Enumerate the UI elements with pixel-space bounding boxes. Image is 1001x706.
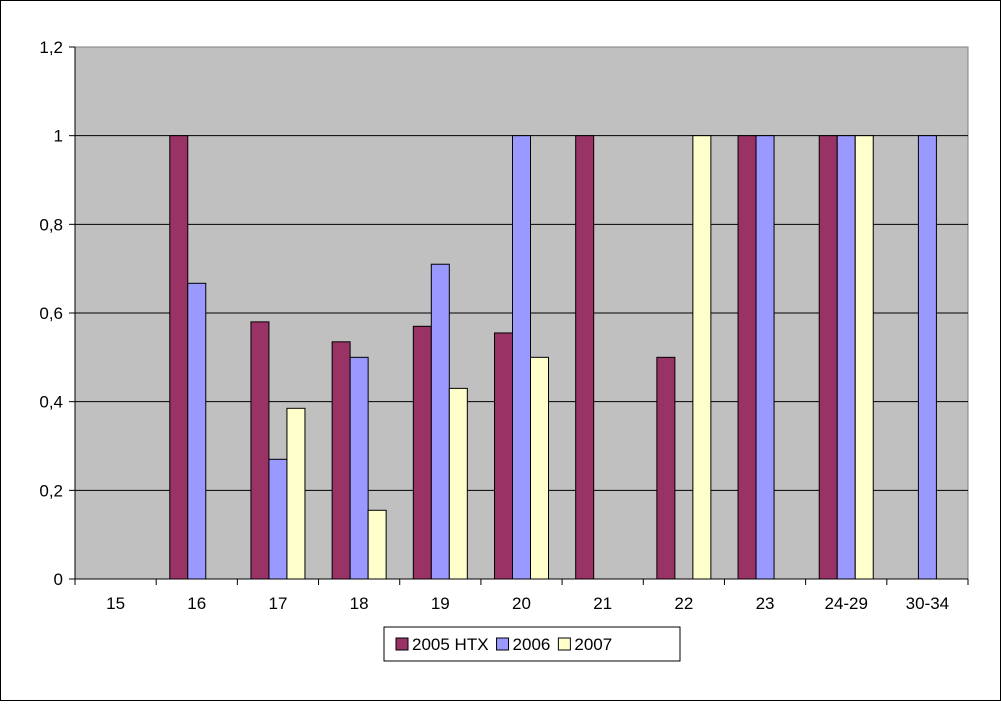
- y-tick-label: 0,4: [39, 393, 63, 412]
- bar: [737, 135, 757, 580]
- bar: [430, 263, 450, 580]
- bar: [818, 135, 838, 580]
- legend-box: [383, 626, 681, 662]
- bar: [917, 135, 937, 580]
- bar: [854, 135, 874, 580]
- bar: [575, 135, 595, 580]
- axes: [69, 46, 969, 585]
- bar: [169, 135, 189, 580]
- y-tick-label: 0,8: [39, 215, 63, 234]
- legend-label: 2006: [513, 635, 551, 654]
- bar: [367, 509, 387, 580]
- x-tick-label: 30-34: [906, 594, 949, 613]
- y-tick-label: 1: [54, 127, 63, 146]
- bar: [836, 135, 856, 580]
- legend-swatch: [557, 637, 571, 651]
- bar: [187, 282, 207, 580]
- x-tick-label: 22: [674, 594, 693, 613]
- legend-swatch: [496, 637, 510, 651]
- bar: [412, 325, 432, 580]
- x-tick-labels: 15 16 17 18 19 20 21 22 23 24-29 30-34: [106, 594, 949, 613]
- x-tick-label: 21: [593, 594, 612, 613]
- legend: 2005 HTX 2006 2007: [383, 626, 681, 662]
- bar: [286, 407, 306, 580]
- legend-label: 2005 HTX: [412, 635, 489, 654]
- legend-swatch: [395, 637, 409, 651]
- y-tick-label: 0,6: [39, 304, 63, 323]
- bar: [250, 321, 270, 580]
- x-tick-label: 16: [187, 594, 206, 613]
- bar: [656, 356, 676, 580]
- bar: [268, 458, 288, 580]
- legend-label: 2007: [574, 635, 612, 654]
- bars: [169, 135, 937, 580]
- bar: [448, 387, 468, 580]
- x-tick-label: 20: [512, 594, 531, 613]
- bar: [331, 341, 351, 580]
- bar: [349, 356, 369, 580]
- x-tick-label: 23: [756, 594, 775, 613]
- bar: [530, 356, 549, 580]
- y-tick-labels: 0 0,2 0,4 0,6 0,8 1 1,2: [39, 38, 63, 589]
- x-tick-label: 15: [106, 594, 125, 613]
- y-tick-label: 0: [54, 570, 63, 589]
- y-tick-label: 0,2: [39, 481, 63, 500]
- x-tick-label: 17: [268, 594, 287, 613]
- x-tick-label: 24-29: [824, 594, 867, 613]
- x-tick-label: 19: [431, 594, 450, 613]
- y-tick-label: 1,2: [39, 38, 63, 57]
- bar: [512, 135, 531, 580]
- x-tick-label: 18: [350, 594, 369, 613]
- bar: [494, 332, 513, 580]
- bar: [755, 135, 775, 580]
- bar: [692, 135, 712, 580]
